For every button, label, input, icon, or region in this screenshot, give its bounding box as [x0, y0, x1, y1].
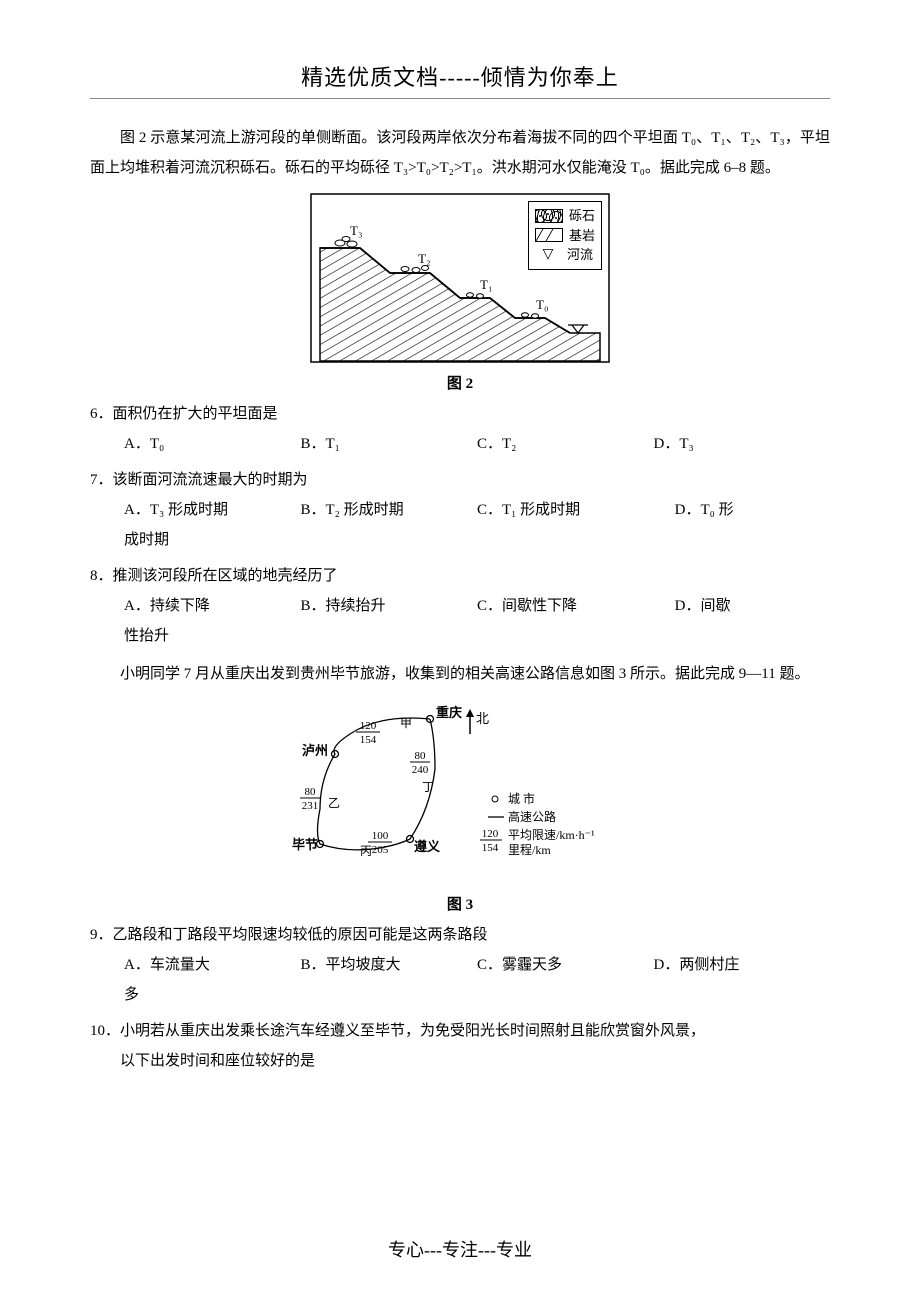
fig3-legend-city: 城 市 [508, 791, 535, 806]
svg-text:231: 231 [302, 800, 319, 812]
svg-text:120: 120 [360, 720, 377, 732]
svg-text:154: 154 [482, 842, 499, 854]
fig3-city-zunyi: 遵义 [414, 839, 441, 854]
figure-2: T₃ T₂ T₁ T₀ 砾石 基岩 ▽ 河流 图 2 [90, 193, 830, 393]
q7-option-d-head[interactable]: D．T₀ 形 [675, 495, 830, 525]
legend-swatch-rock [535, 228, 563, 242]
q8-option-d-tail[interactable]: 性抬升 [124, 621, 830, 651]
svg-text:100: 100 [372, 830, 389, 842]
q8-option-b[interactable]: B．持续抬升 [301, 591, 478, 621]
q10-stem-head: 10．小明若从重庆出发乘长途汽车经遵义至毕节，为免受阳光长时间照射且能欣赏窗外风… [90, 1016, 830, 1046]
legend-swatch-river: ▽ [535, 249, 561, 261]
figure-2-caption: 图 2 [90, 372, 830, 393]
q8-stem: 8．推测该河段所在区域的地壳经历了 [90, 561, 830, 591]
q9-option-d-tail[interactable]: 多 [124, 980, 830, 1010]
q8-option-d-head[interactable]: D．间歇 [675, 591, 830, 621]
page-footer: 专心---专注---专业 [0, 1236, 920, 1262]
svg-text:80: 80 [415, 750, 427, 762]
svg-text:120: 120 [482, 828, 499, 840]
header-rule [90, 98, 830, 99]
fig3-mark-bing: 丙 [360, 844, 372, 858]
fig3-city-bijie: 毕节 [292, 837, 318, 852]
q8-options: A．持续下降 B．持续抬升 C．间歇性下降 D．间歇 性抬升 [124, 591, 830, 651]
q7-option-b[interactable]: B．T₂ 形成时期 [301, 495, 478, 525]
fig3-north: 北 [476, 711, 489, 726]
q9-option-b[interactable]: B．平均坡度大 [301, 950, 478, 980]
q7-stem: 7．该断面河流流速最大的时期为 [90, 465, 830, 495]
q7-option-c[interactable]: C．T₁ 形成时期 [477, 495, 675, 525]
fig2-label-t3: T₃ [350, 223, 362, 238]
page-header: 精选优质文档-----倾情为你奉上 [90, 60, 830, 92]
fig2-label-t0: T₀ [536, 297, 548, 312]
figure-3: 北 重庆 泸州 遵义 毕节 甲 乙 丙 丁 120154 8 [90, 699, 830, 914]
fig3-mark-ding: 丁 [422, 780, 434, 794]
q9-option-c[interactable]: C．雾霾天多 [477, 950, 654, 980]
q6-option-a[interactable]: A．T₀ [124, 429, 301, 459]
fig3-city-luzhou: 泸州 [302, 743, 328, 758]
q6-option-d[interactable]: D．T₃ [654, 429, 831, 459]
intro-paragraph-2: 小明同学 7 月从重庆出发到贵州毕节旅游，收集到的相关高速公路信息如图 3 所示… [90, 659, 830, 689]
q8-option-a[interactable]: A．持续下降 [124, 591, 301, 621]
q9-options: A．车流量大 B．平均坡度大 C．雾霾天多 D．两侧村庄 多 [124, 950, 830, 1010]
fig3-city-chongqing: 重庆 [436, 705, 462, 720]
fig3-mark-jia: 甲 [400, 716, 412, 730]
fig2-label-t1: T₁ [480, 277, 492, 292]
fig3-legend-speed: 平均限速/km·h⁻¹ [508, 828, 595, 842]
fig3-mark-yi: 乙 [328, 796, 340, 810]
svg-text:154: 154 [360, 734, 377, 746]
figure-3-svg: 北 重庆 泸州 遵义 毕节 甲 乙 丙 丁 120154 8 [290, 699, 630, 884]
q7-options: A．T₃ 形成时期 B．T₂ 形成时期 C．T₁ 形成时期 D．T₀ 形 成时期 [124, 495, 830, 555]
q10-stem-tail: 以下出发时间和座位较好的是 [120, 1046, 830, 1076]
q8-option-c[interactable]: C．间歇性下降 [477, 591, 675, 621]
fig2-label-t2: T₂ [418, 251, 430, 266]
q6-option-b[interactable]: B．T₁ [301, 429, 478, 459]
q9-stem: 9．乙路段和丁路段平均限速均较低的原因可能是这两条路段 [90, 920, 830, 950]
figure-3-caption: 图 3 [90, 893, 830, 914]
q6-options: A．T₀ B．T₁ C．T₂ D．T₃ [124, 429, 830, 459]
svg-text:80: 80 [305, 786, 317, 798]
svg-text:240: 240 [412, 764, 429, 776]
q6-stem: 6．面积仍在扩大的平坦面是 [90, 399, 830, 429]
legend-label-gravel: 砾石 [569, 206, 595, 226]
svg-text:205: 205 [372, 844, 389, 856]
q9-option-d-head[interactable]: D．两侧村庄 [654, 950, 831, 980]
legend-swatch-gravel [535, 209, 563, 223]
fig3-legend-dist: 里程/km [508, 842, 551, 857]
figure-2-legend: 砾石 基岩 ▽ 河流 [528, 201, 602, 270]
q7-option-d-tail[interactable]: 成时期 [124, 525, 830, 555]
legend-label-river: 河流 [567, 245, 593, 265]
q6-option-c[interactable]: C．T₂ [477, 429, 654, 459]
fig3-legend-hwy: 高速公路 [508, 809, 556, 824]
q7-option-a[interactable]: A．T₃ 形成时期 [124, 495, 301, 525]
legend-label-rock: 基岩 [569, 226, 595, 246]
q9-option-a[interactable]: A．车流量大 [124, 950, 301, 980]
intro-paragraph-1: 图 2 示意某河流上游河段的单侧断面。该河段两岸依次分布着海拔不同的四个平坦面 … [90, 123, 830, 183]
